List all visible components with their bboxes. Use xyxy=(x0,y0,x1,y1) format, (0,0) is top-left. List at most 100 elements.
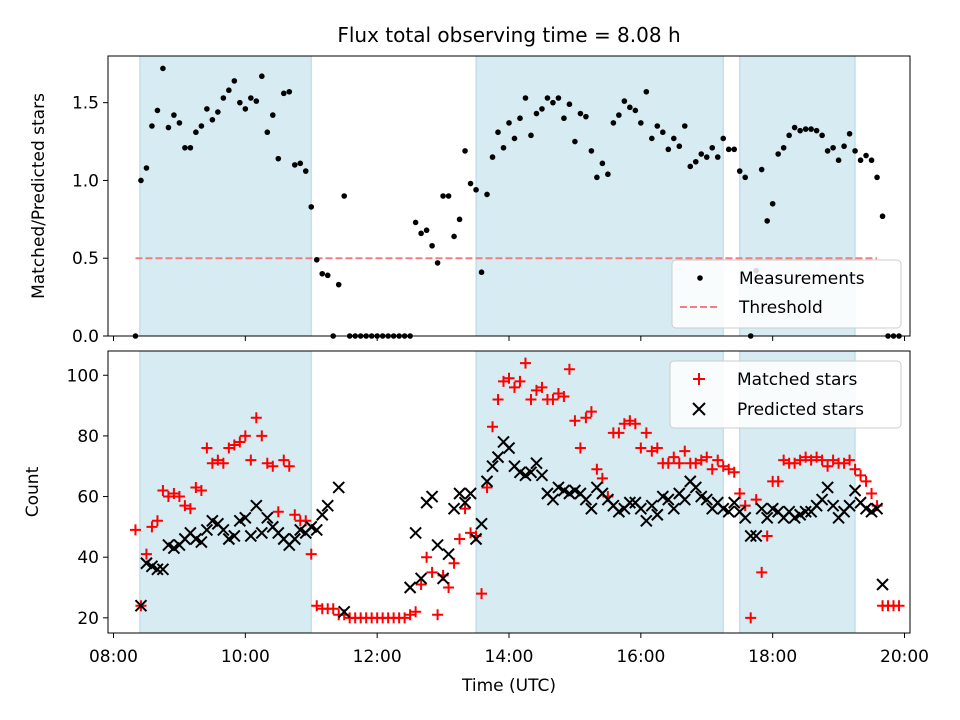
measurement-point xyxy=(467,180,474,187)
measurement-point xyxy=(215,109,221,115)
predicted-star-point xyxy=(431,538,444,552)
x-tick-label: 18:00 xyxy=(748,647,797,667)
predicted-star-point xyxy=(447,502,461,515)
legend-marker-predicted xyxy=(692,402,706,416)
matched-star-point xyxy=(245,454,257,466)
measurement-point xyxy=(649,135,655,142)
matched-star-point xyxy=(250,412,262,424)
measurement-point xyxy=(280,90,287,97)
measurement-point xyxy=(731,146,738,153)
measurement-point xyxy=(714,154,721,160)
y-tick-label: 1.5 xyxy=(72,94,99,114)
measurement-point xyxy=(577,110,584,117)
measurement-point xyxy=(769,200,776,207)
measurement-point xyxy=(561,115,567,122)
axes-frame-bottom xyxy=(107,350,911,634)
y-ticks-top: 0.0 0.5 1.0 1.5 xyxy=(72,94,108,347)
measurement-point xyxy=(863,152,869,159)
measurement-point xyxy=(341,193,348,199)
measurement-point xyxy=(204,106,210,112)
predicted-star-point xyxy=(151,563,164,576)
predicted-star-point xyxy=(337,605,351,618)
matched-star-point xyxy=(640,427,652,439)
matched-star-point xyxy=(157,484,169,496)
predicted-star-point xyxy=(458,496,472,509)
matched-star-point xyxy=(536,381,548,393)
observing-window-band xyxy=(139,350,312,634)
matched-star-point xyxy=(305,548,317,560)
matched-star-point xyxy=(569,415,581,427)
measurement-point xyxy=(418,230,424,237)
matched-star-point xyxy=(327,603,339,615)
legend-marker-matched xyxy=(693,373,705,385)
measurement-point xyxy=(220,95,227,101)
predicted-star-point xyxy=(436,572,450,585)
y-ticks-bottom: 20 40 60 80 100 xyxy=(67,366,108,629)
measurement-point xyxy=(429,242,435,249)
predicted-star-point xyxy=(425,490,439,503)
measurement-point xyxy=(434,260,441,266)
measurement-point xyxy=(412,219,419,226)
matched-star-point xyxy=(487,421,499,433)
measurement-point xyxy=(302,168,309,174)
measurement-point xyxy=(703,154,710,160)
matched-star-point xyxy=(217,457,229,469)
x-tick-label: 20:00 xyxy=(880,647,929,667)
matched-star-point xyxy=(508,381,520,393)
measurement-point xyxy=(550,99,556,106)
matched-star-point xyxy=(256,430,268,442)
matched-star-point xyxy=(712,454,724,466)
matched-star-point xyxy=(673,457,685,469)
matched-star-point xyxy=(151,515,163,527)
measurement-point xyxy=(275,155,282,162)
measurement-point xyxy=(676,143,683,150)
matched-star-point xyxy=(629,418,641,430)
measurement-point xyxy=(874,174,880,181)
predicted-star-point xyxy=(728,496,741,509)
matched-star-point xyxy=(613,427,625,439)
predicted-star-point xyxy=(156,563,170,576)
x-axis-label: Time (UTC) xyxy=(461,676,556,696)
measurement-point xyxy=(440,193,446,199)
measurement-point xyxy=(506,120,512,126)
matched-star-point xyxy=(816,454,828,466)
matched-star-point xyxy=(421,551,433,563)
matched-star-point xyxy=(519,357,531,369)
measurement-point xyxy=(742,174,749,181)
x-tick-label: 10:00 xyxy=(221,647,270,667)
y-tick-label: 0.0 xyxy=(72,327,99,347)
matched-star-point xyxy=(679,445,691,457)
measurement-point xyxy=(621,98,628,104)
x-tick-label: 16:00 xyxy=(616,647,665,667)
measurement-point xyxy=(857,157,864,164)
measurement-point xyxy=(335,281,342,288)
predicted-star-point xyxy=(409,526,422,540)
legend-marker-measurements xyxy=(697,275,703,281)
measurement-point xyxy=(692,158,699,165)
predicted-star-point xyxy=(815,493,829,506)
measurement-point xyxy=(478,269,485,276)
measurement-point xyxy=(775,151,781,157)
matched-star-point xyxy=(184,503,196,515)
matched-star-point xyxy=(651,442,663,454)
predicted-star-point xyxy=(700,493,713,506)
predicted-star-point xyxy=(799,505,812,518)
y-tick-label: 40 xyxy=(77,548,99,568)
measurement-point xyxy=(670,135,677,142)
predicted-star-point xyxy=(870,502,884,515)
matched-star-point xyxy=(547,394,559,406)
matched-star-point xyxy=(278,454,290,466)
measurement-point xyxy=(632,107,639,114)
predicted-star-point xyxy=(524,466,538,479)
predicted-star-point xyxy=(261,511,274,524)
measurement-point xyxy=(522,95,529,101)
x-ticks-top xyxy=(112,336,906,341)
measurement-point xyxy=(313,256,320,263)
matched-star-point xyxy=(591,463,603,475)
predicted-star-point xyxy=(722,505,735,518)
predicted-star-point xyxy=(623,496,637,509)
axes-frame-top xyxy=(107,55,911,337)
measurement-point xyxy=(819,132,825,139)
matched-star-point xyxy=(514,375,526,387)
observing-window-band xyxy=(139,55,312,337)
